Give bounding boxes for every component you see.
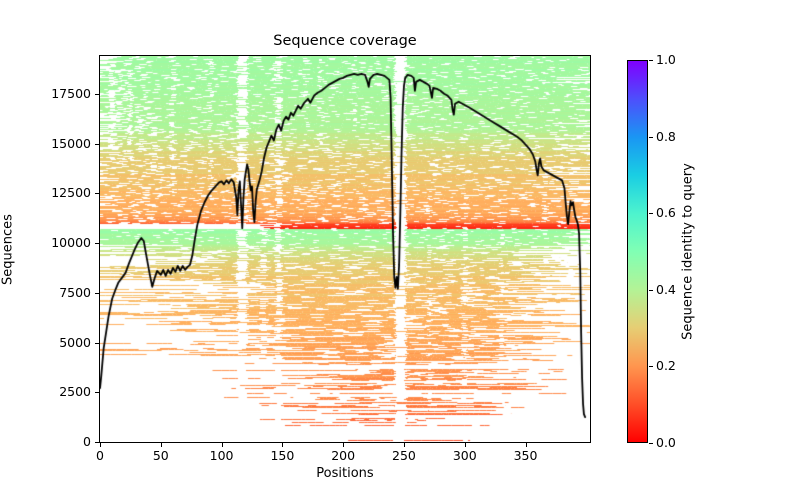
colorbar-tick-mark bbox=[649, 289, 653, 291]
colorbar-tick-label: 0.6 bbox=[656, 205, 676, 221]
x-tick-mark bbox=[343, 443, 345, 447]
y-tick-label: 7500 bbox=[59, 284, 91, 300]
colorbar-label: Sequence identity to query bbox=[680, 163, 696, 340]
x-tick-label: 150 bbox=[270, 448, 295, 463]
y-tick-label: 5000 bbox=[59, 334, 91, 350]
y-tick-label: 2500 bbox=[59, 384, 91, 400]
colorbar bbox=[627, 60, 648, 443]
y-tick-mark bbox=[95, 292, 99, 294]
x-tick-label: 50 bbox=[152, 448, 169, 463]
x-tick-label: 250 bbox=[392, 448, 416, 463]
x-tick-mark bbox=[282, 443, 284, 447]
colorbar-tick-mark bbox=[649, 60, 653, 61]
x-tick-mark bbox=[464, 443, 466, 447]
y-tick-label: 10000 bbox=[51, 235, 91, 251]
y-tick-mark bbox=[95, 193, 99, 195]
x-tick-mark bbox=[221, 443, 223, 447]
y-tick-label: 12500 bbox=[51, 185, 91, 201]
colorbar-tick-mark bbox=[649, 136, 653, 138]
colorbar-tick-label: 0.4 bbox=[656, 281, 676, 297]
x-tick-label: 200 bbox=[331, 448, 356, 463]
colorbar-tick-label: 0.8 bbox=[656, 128, 676, 144]
y-tick-mark bbox=[95, 143, 99, 145]
plot-title: Sequence coverage bbox=[273, 33, 417, 49]
colorbar-tick-mark bbox=[649, 366, 653, 368]
x-axis-label: Positions bbox=[316, 466, 374, 481]
x-tick-label: 300 bbox=[452, 448, 477, 463]
x-tick-mark bbox=[100, 443, 101, 447]
colorbar-tick-label: 0.2 bbox=[656, 358, 676, 374]
x-tick-mark bbox=[403, 443, 405, 447]
x-tick-mark bbox=[160, 443, 162, 447]
y-tick-label: 17500 bbox=[51, 85, 91, 101]
y-tick-mark bbox=[95, 243, 99, 245]
y-tick-label: 0 bbox=[83, 434, 91, 449]
msa-coverage-canvas bbox=[100, 56, 590, 442]
colorbar-tick-label: 0.0 bbox=[656, 435, 676, 450]
y-axis-label: Sequences bbox=[0, 214, 16, 285]
y-tick-mark bbox=[95, 442, 99, 443]
y-tick-mark bbox=[95, 392, 99, 394]
colorbar-tick-label: 1.0 bbox=[656, 52, 676, 67]
x-tick-label: 350 bbox=[513, 448, 538, 463]
x-tick-label: 100 bbox=[209, 448, 234, 463]
y-tick-label: 15000 bbox=[51, 135, 91, 151]
x-tick-label: 0 bbox=[96, 448, 104, 463]
y-tick-mark bbox=[95, 93, 99, 95]
y-tick-mark bbox=[95, 342, 99, 344]
colorbar-tick-mark bbox=[649, 443, 653, 444]
plot-area bbox=[99, 55, 591, 443]
colorbar-tick-mark bbox=[649, 213, 653, 215]
x-tick-mark bbox=[525, 443, 527, 447]
